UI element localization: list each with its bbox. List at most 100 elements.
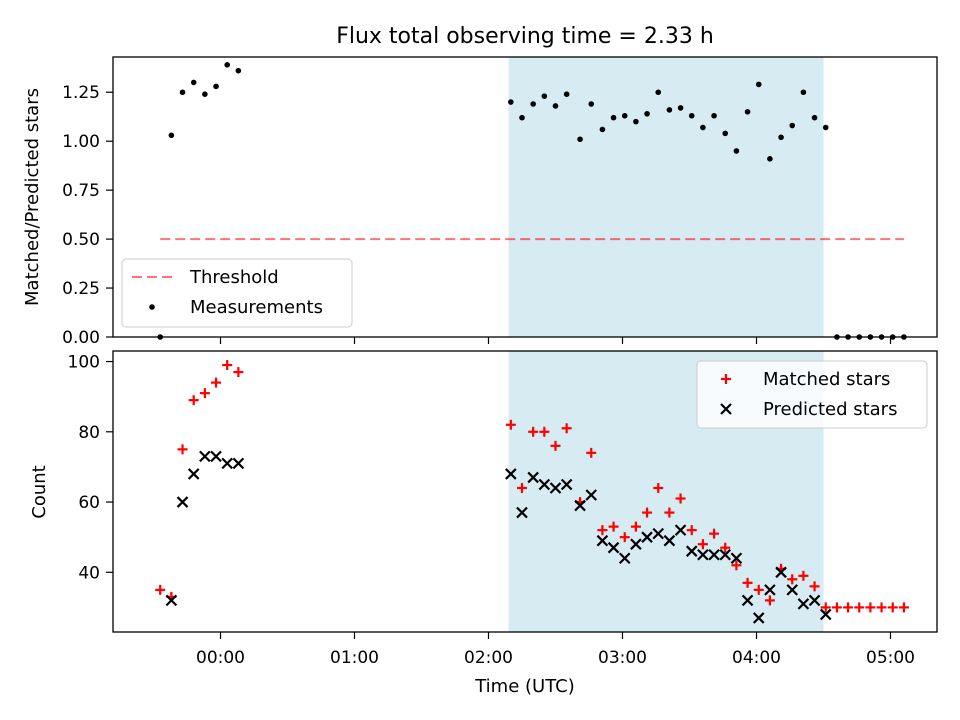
matched-star-point bbox=[619, 532, 630, 543]
predicted-star-point bbox=[786, 584, 799, 596]
measurement-point bbox=[508, 99, 514, 105]
measurements-legend-label: Measurements bbox=[190, 297, 323, 318]
matched-star-point bbox=[177, 444, 188, 455]
measurement-point bbox=[800, 89, 807, 96]
matched-star-point bbox=[720, 542, 731, 553]
matched-star-point bbox=[653, 482, 664, 493]
measurement-point bbox=[822, 124, 829, 131]
matched-star-point bbox=[809, 581, 820, 592]
measurement-point bbox=[677, 105, 684, 111]
matched-star-point bbox=[898, 602, 909, 613]
top-legend-box bbox=[121, 258, 353, 328]
x-tick-label: 01:00 bbox=[330, 648, 379, 668]
matched-star-point bbox=[188, 395, 199, 406]
x-tick-label: 02:00 bbox=[464, 648, 513, 668]
bottom-y-ticks: 40 60 80 100 bbox=[68, 353, 113, 583]
measurement-point bbox=[519, 114, 525, 121]
matched-star-point bbox=[528, 426, 539, 437]
matched-star-point bbox=[675, 493, 686, 504]
matched-star-point bbox=[664, 507, 675, 518]
predicted-legend-swatch bbox=[720, 403, 732, 415]
top-shaded-span bbox=[508, 57, 824, 337]
measurement-point bbox=[563, 91, 570, 98]
predicted-star-point bbox=[165, 594, 178, 607]
matched-swatch-mark bbox=[721, 374, 731, 384]
matched-star-point bbox=[876, 602, 887, 613]
threshold-legend-label: Threshold bbox=[189, 267, 279, 288]
measurement-point bbox=[755, 81, 762, 88]
x-tick-label: 00:00 bbox=[196, 648, 245, 668]
predicted-star-point bbox=[232, 457, 245, 470]
measurement-point bbox=[168, 132, 175, 139]
measurement-point bbox=[655, 89, 662, 96]
predicted-star-point bbox=[752, 612, 765, 624]
matched-legend-swatch bbox=[721, 374, 731, 384]
y-tick-label: 100 bbox=[68, 353, 100, 373]
matched-star-point bbox=[865, 602, 876, 613]
measurement-point bbox=[577, 136, 583, 143]
matched-star-point bbox=[630, 521, 641, 532]
y-tick-label: 0.25 bbox=[62, 279, 100, 299]
bottom-markers bbox=[155, 360, 909, 624]
measurement-point bbox=[213, 83, 219, 90]
predicted-star-point bbox=[674, 524, 687, 536]
matched-star-point bbox=[742, 577, 753, 588]
predicted-star-point bbox=[618, 552, 631, 565]
matched-star-point bbox=[787, 574, 798, 585]
bottom-legend: Matched stars Predicted stars bbox=[696, 360, 928, 429]
bottom-legend-box bbox=[696, 360, 928, 429]
predicted-star-point bbox=[607, 541, 620, 554]
measurement-point bbox=[190, 79, 197, 86]
matched-star-point bbox=[820, 602, 831, 613]
measurement-point bbox=[202, 91, 208, 98]
measurement-point bbox=[621, 112, 628, 119]
top-y-ticks: 0.00 0.25 0.50 0.75 1.00 1.25 bbox=[62, 83, 113, 348]
predicted-star-point bbox=[210, 450, 222, 463]
predicted-star-point bbox=[685, 545, 698, 557]
x-tick-label: 03:00 bbox=[598, 648, 647, 668]
measurement-point bbox=[744, 109, 751, 115]
chart-title: Flux total observing time = 2.33 h bbox=[336, 24, 714, 49]
bottom-y-axis-label: Count bbox=[29, 465, 50, 518]
predicted-star-point bbox=[730, 552, 743, 565]
top-legend: Threshold Measurements bbox=[121, 258, 353, 328]
x-axis-label: Time (UTC) bbox=[474, 676, 575, 697]
measurement-point bbox=[688, 112, 695, 119]
matched-star-point bbox=[211, 377, 222, 388]
measurement-point bbox=[224, 62, 230, 68]
matched-star-point bbox=[697, 539, 708, 550]
matched-legend-label: Matched stars bbox=[763, 369, 890, 390]
y-tick-label: 80 bbox=[78, 423, 100, 443]
matched-star-point bbox=[597, 525, 608, 536]
top-markers bbox=[157, 62, 907, 340]
matched-star-point bbox=[642, 507, 653, 518]
predicted-star-point bbox=[596, 534, 609, 547]
predicted-star-point bbox=[538, 478, 551, 491]
matched-star-point bbox=[586, 447, 597, 458]
predicted-star-point bbox=[708, 548, 720, 561]
measurement-point bbox=[633, 118, 639, 125]
measurement-point bbox=[599, 126, 606, 133]
y-tick-label: 60 bbox=[78, 493, 100, 513]
y-tick-label: 0.00 bbox=[62, 328, 100, 348]
predicted-star-point bbox=[630, 538, 642, 550]
predicted-star-point bbox=[176, 496, 189, 508]
matched-star-point bbox=[505, 419, 516, 430]
predicted-star-point bbox=[574, 499, 586, 512]
matched-star-point bbox=[764, 595, 775, 606]
matched-star-point bbox=[550, 440, 561, 451]
bottom-panel: 40 60 80 100 00:00 01:00 02:00 03:00 04:00 05:00… bbox=[29, 350, 938, 697]
y-tick-label: 1.00 bbox=[62, 132, 100, 152]
top-x-ticks bbox=[219, 337, 892, 344]
matched-star-point bbox=[686, 525, 697, 536]
measurement-point bbox=[179, 89, 186, 96]
predicted-star-point bbox=[797, 598, 810, 610]
predicted-star-point bbox=[516, 506, 528, 519]
measurement-point bbox=[644, 110, 650, 117]
matched-star-point bbox=[539, 426, 550, 437]
predicted-star-point bbox=[560, 478, 573, 491]
bottom-x-ticks: 00:00 01:00 02:00 03:00 04:00 05:00 bbox=[196, 632, 915, 668]
measurement-point bbox=[235, 67, 242, 74]
matched-star-point bbox=[831, 602, 842, 613]
